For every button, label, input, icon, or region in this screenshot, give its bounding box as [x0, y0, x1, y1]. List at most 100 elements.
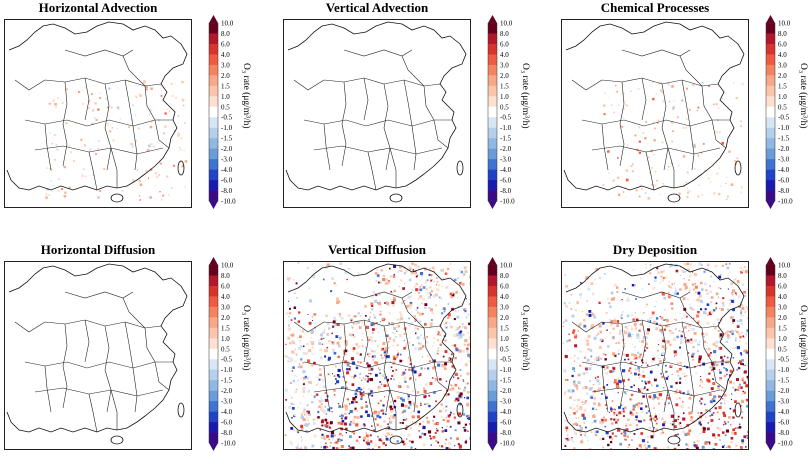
rate-pixel [290, 427, 294, 430]
rate-pixel [652, 397, 655, 400]
rate-pixel [181, 80, 184, 84]
rate-pixel [459, 369, 462, 371]
rate-pixel [373, 324, 375, 327]
colorbar-tick-label: 10.0 [221, 20, 234, 28]
rate-pixel [633, 345, 636, 348]
rate-pixel [613, 319, 617, 323]
rate-pixel [466, 403, 470, 407]
rate-pixel [464, 310, 467, 313]
rate-pixel [149, 168, 153, 172]
rate-pixel [667, 446, 670, 449]
province-border [641, 77, 647, 121]
rate-pixel [419, 286, 422, 288]
rate-pixel [658, 344, 660, 346]
rate-pixel [405, 327, 408, 329]
rate-pixel [441, 416, 443, 418]
rate-pixel [130, 142, 133, 146]
colorbar-extend-bottom [766, 201, 775, 209]
rate-pixel [562, 325, 564, 327]
rate-pixel [672, 108, 674, 110]
colorbar-label: O₃ rate (μg/m³/h) [520, 63, 530, 129]
rate-pixel [297, 444, 299, 446]
rate-pixel [339, 432, 342, 436]
rate-pixel [65, 122, 68, 124]
rate-pixel [376, 423, 379, 426]
rate-pixel [419, 312, 423, 316]
rate-pixel [711, 413, 714, 416]
colorbar-tick-label: 8.0 [221, 272, 230, 280]
rate-pixel [656, 349, 660, 352]
rate-pixel [462, 413, 466, 416]
rate-pixel [647, 441, 649, 443]
rate-pixel [707, 353, 711, 357]
rate-pixel [674, 353, 678, 356]
rate-pixel [613, 411, 616, 414]
rate-pixel [389, 420, 393, 423]
rate-pixel [409, 336, 411, 339]
rate-pixel [732, 386, 734, 389]
rate-pixel [393, 333, 396, 335]
rate-pixel [707, 314, 709, 316]
rate-pixel [360, 395, 363, 398]
rate-pixel [103, 168, 106, 170]
rate-pixel [674, 328, 677, 331]
rate-pixel [583, 422, 586, 424]
rate-pixel [397, 349, 399, 352]
rate-pixel [688, 190, 691, 192]
country-border [285, 263, 467, 433]
province-border [661, 325, 669, 413]
colorbar-tick-label: -3.0 [778, 156, 790, 164]
rate-pixel [571, 389, 575, 393]
rate-pixel [298, 339, 301, 342]
colorbar-segment [209, 190, 218, 202]
rate-pixel [384, 416, 386, 418]
rate-pixel [693, 396, 695, 398]
rate-pixel [617, 391, 619, 394]
rate-pixel [700, 402, 703, 405]
rate-pixel [614, 408, 616, 411]
rate-pixel [418, 347, 421, 351]
rate-pixel [721, 362, 724, 366]
rate-pixel [419, 295, 423, 299]
rate-pixel [448, 358, 451, 361]
rate-pixel [106, 122, 110, 126]
province-border [681, 321, 695, 413]
rate-pixel [706, 321, 710, 325]
rate-pixel [357, 312, 360, 315]
rate-pixel [696, 439, 700, 443]
rate-pixel [334, 365, 337, 368]
rate-pixel [747, 434, 748, 438]
rate-pixel [651, 384, 653, 386]
rate-pixel [440, 403, 443, 406]
rate-pixel [365, 403, 367, 405]
rate-pixel [467, 313, 469, 315]
rate-pixel [134, 95, 137, 98]
rate-pixel [350, 319, 353, 322]
map-svg [284, 262, 470, 449]
rate-pixel [719, 185, 722, 187]
rate-pixel [428, 394, 431, 397]
province-border [24, 119, 173, 127]
colorbar-tick-label: -3.0 [221, 398, 233, 406]
rate-pixel [736, 157, 739, 160]
colorbar-segment [209, 327, 218, 339]
rate-pixel [656, 270, 658, 272]
rate-pixel [369, 353, 371, 355]
rate-pixel [681, 269, 685, 273]
colorbar-segment [209, 422, 218, 433]
rate-pixel [335, 323, 338, 326]
rate-pixel [643, 387, 645, 390]
rate-pixel [389, 361, 392, 363]
rate-pixel [707, 427, 710, 431]
rate-pixel [704, 312, 708, 315]
rate-pixel [630, 393, 634, 397]
rate-pixel [379, 381, 382, 383]
rate-pixel [680, 340, 683, 344]
rate-pixel [177, 133, 180, 137]
rate-pixel [615, 342, 617, 344]
rate-pixel [700, 308, 703, 311]
rate-pixel [747, 289, 748, 291]
colorbar-tick-label: 1.5 [500, 324, 509, 332]
rate-pixel [399, 422, 402, 424]
rate-pixel [636, 405, 640, 409]
